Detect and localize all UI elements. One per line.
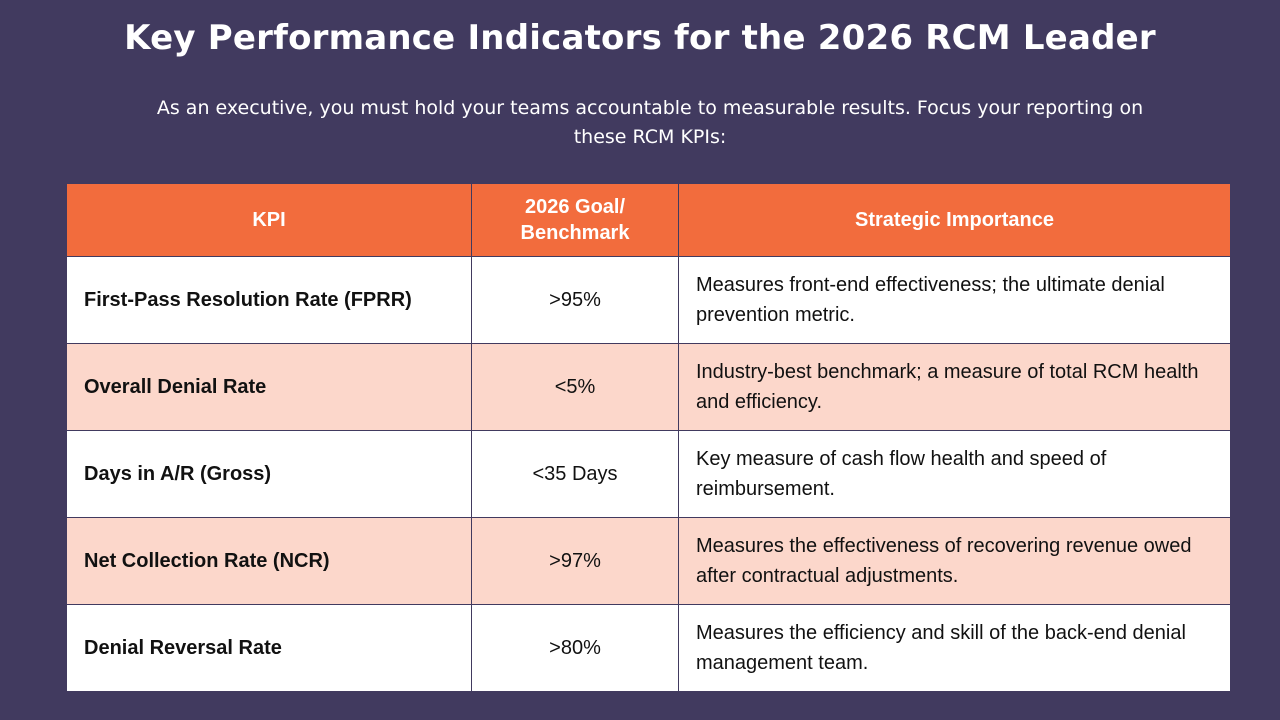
table-row: First-Pass Resolution Rate (FPRR) >95% M… bbox=[66, 256, 1231, 344]
kpi-cell: Denial Reversal Rate bbox=[66, 604, 472, 692]
table-row: Denial Reversal Rate >80% Measures the e… bbox=[66, 604, 1231, 692]
kpi-table: KPI 2026 Goal/ Benchmark Strategic Impor… bbox=[66, 183, 1231, 692]
goal-cell: >97% bbox=[471, 517, 679, 605]
header-kpi: KPI bbox=[66, 183, 472, 257]
table-row: Net Collection Rate (NCR) >97% Measures … bbox=[66, 517, 1231, 605]
table-row: Overall Denial Rate <5% Industry-best be… bbox=[66, 343, 1231, 431]
page-title: Key Performance Indicators for the 2026 … bbox=[124, 18, 1156, 58]
table-row: Days in A/R (Gross) <35 Days Key measure… bbox=[66, 430, 1231, 518]
importance-cell: Measures the effectiveness of recovering… bbox=[678, 517, 1231, 605]
header-goal: 2026 Goal/ Benchmark bbox=[471, 183, 679, 257]
header-importance: Strategic Importance bbox=[678, 183, 1231, 257]
goal-cell: <5% bbox=[471, 343, 679, 431]
table-header-row: KPI 2026 Goal/ Benchmark Strategic Impor… bbox=[66, 183, 1231, 257]
goal-cell: >80% bbox=[471, 604, 679, 692]
goal-cell: <35 Days bbox=[471, 430, 679, 518]
importance-cell: Industry-best benchmark; a measure of to… bbox=[678, 343, 1231, 431]
goal-cell: >95% bbox=[471, 256, 679, 344]
kpi-cell: Days in A/R (Gross) bbox=[66, 430, 472, 518]
kpi-cell: First-Pass Resolution Rate (FPRR) bbox=[66, 256, 472, 344]
page-subtitle: As an executive, you must hold your team… bbox=[156, 97, 1144, 148]
importance-cell: Key measure of cash flow health and spee… bbox=[678, 430, 1231, 518]
importance-cell: Measures the efficiency and skill of the… bbox=[678, 604, 1231, 692]
importance-cell: Measures front-end effectiveness; the ul… bbox=[678, 256, 1231, 344]
kpi-cell: Net Collection Rate (NCR) bbox=[66, 517, 472, 605]
kpi-cell: Overall Denial Rate bbox=[66, 343, 472, 431]
